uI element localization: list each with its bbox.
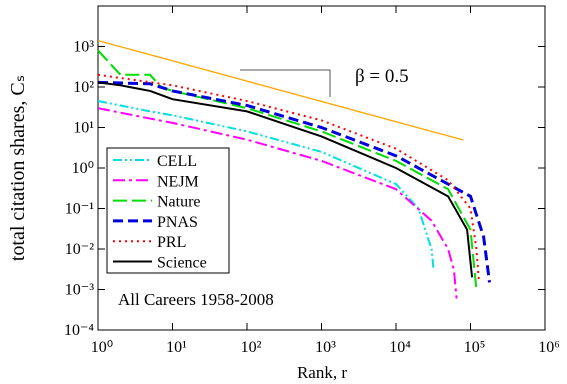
x-axis-title: Rank, r — [297, 363, 347, 382]
y-tick-label: 10² — [73, 79, 94, 96]
series-line — [97, 100, 435, 271]
y-tick-label: 10⁰ — [72, 160, 94, 177]
x-tick-label: 10⁵ — [464, 339, 486, 356]
series-line — [97, 81, 474, 278]
legend-label: PNAS — [157, 214, 198, 231]
y-tick-label: 10⁻² — [65, 241, 94, 258]
legend-label: Nature — [157, 194, 201, 211]
x-tick-label: 10⁴ — [389, 339, 411, 356]
y-tick-label: 10⁻⁴ — [64, 322, 94, 339]
series-line — [97, 49, 478, 290]
y-axis-title: total citation shares, Cₛ — [7, 75, 29, 261]
series-line — [97, 73, 480, 283]
careers-annotation: All Careers 1958-2008 — [118, 290, 274, 309]
legend-label: CELL — [157, 153, 197, 170]
x-tick-label: 10⁰ — [91, 339, 113, 356]
legend-label: Science — [157, 255, 207, 272]
series-line — [97, 80, 492, 283]
legend-label: PRL — [157, 234, 186, 251]
y-tick-label: 10¹ — [73, 120, 94, 137]
y-tick-label: 10⁻³ — [65, 282, 94, 299]
legend-label: NEJM — [157, 173, 199, 190]
series-line — [97, 107, 458, 299]
x-tick-label: 10⁶ — [538, 339, 560, 356]
x-tick-label: 10¹ — [166, 339, 187, 356]
y-tick-label: 10³ — [73, 39, 94, 56]
legend-box — [106, 147, 230, 274]
reference-line — [97, 39, 464, 141]
x-tick-label: 10³ — [315, 339, 336, 356]
y-tick-label: 10⁻¹ — [65, 201, 94, 218]
slope-annotation: β = 0.5 — [355, 66, 409, 87]
x-tick-label: 10² — [241, 339, 262, 356]
slope-bracket — [240, 69, 331, 97]
